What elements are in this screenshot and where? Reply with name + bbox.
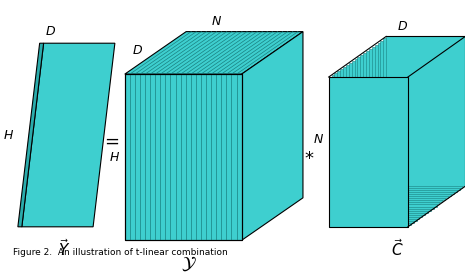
Text: $D$: $D$ — [45, 25, 56, 38]
Text: $H$: $H$ — [3, 129, 14, 142]
Text: $D$: $D$ — [397, 20, 408, 33]
Polygon shape — [335, 73, 414, 223]
Text: $\vec{Y}$: $\vec{Y}$ — [58, 238, 70, 259]
Text: $=$: $=$ — [101, 132, 119, 150]
Polygon shape — [22, 43, 115, 227]
Polygon shape — [383, 38, 462, 188]
Text: Figure 2.  An illustration of t-linear combination: Figure 2. An illustration of t-linear co… — [13, 248, 228, 257]
Polygon shape — [349, 63, 428, 213]
Text: $H$: $H$ — [109, 151, 120, 164]
Polygon shape — [332, 75, 411, 225]
Polygon shape — [346, 65, 425, 215]
Polygon shape — [329, 77, 408, 227]
Polygon shape — [357, 57, 437, 206]
Polygon shape — [355, 59, 434, 209]
Text: $N$: $N$ — [313, 133, 324, 146]
Polygon shape — [125, 74, 241, 240]
Polygon shape — [369, 49, 448, 198]
Polygon shape — [241, 32, 303, 240]
Polygon shape — [375, 44, 454, 194]
Text: $\vec{C}$: $\vec{C}$ — [391, 238, 403, 259]
Text: $\mathcal{Y}$: $\mathcal{Y}$ — [181, 254, 197, 273]
Text: $D$: $D$ — [132, 44, 143, 57]
Polygon shape — [380, 41, 459, 190]
Text: $N$: $N$ — [212, 15, 222, 28]
Polygon shape — [372, 47, 451, 196]
Polygon shape — [360, 55, 439, 205]
Polygon shape — [363, 53, 442, 203]
Polygon shape — [337, 71, 417, 221]
Polygon shape — [377, 43, 457, 192]
Polygon shape — [18, 43, 44, 227]
Polygon shape — [366, 51, 445, 200]
Polygon shape — [329, 77, 408, 227]
Polygon shape — [352, 61, 431, 211]
Polygon shape — [125, 32, 303, 74]
Polygon shape — [340, 69, 419, 219]
Polygon shape — [386, 36, 466, 186]
Polygon shape — [343, 67, 422, 217]
Text: $*$: $*$ — [304, 148, 314, 166]
